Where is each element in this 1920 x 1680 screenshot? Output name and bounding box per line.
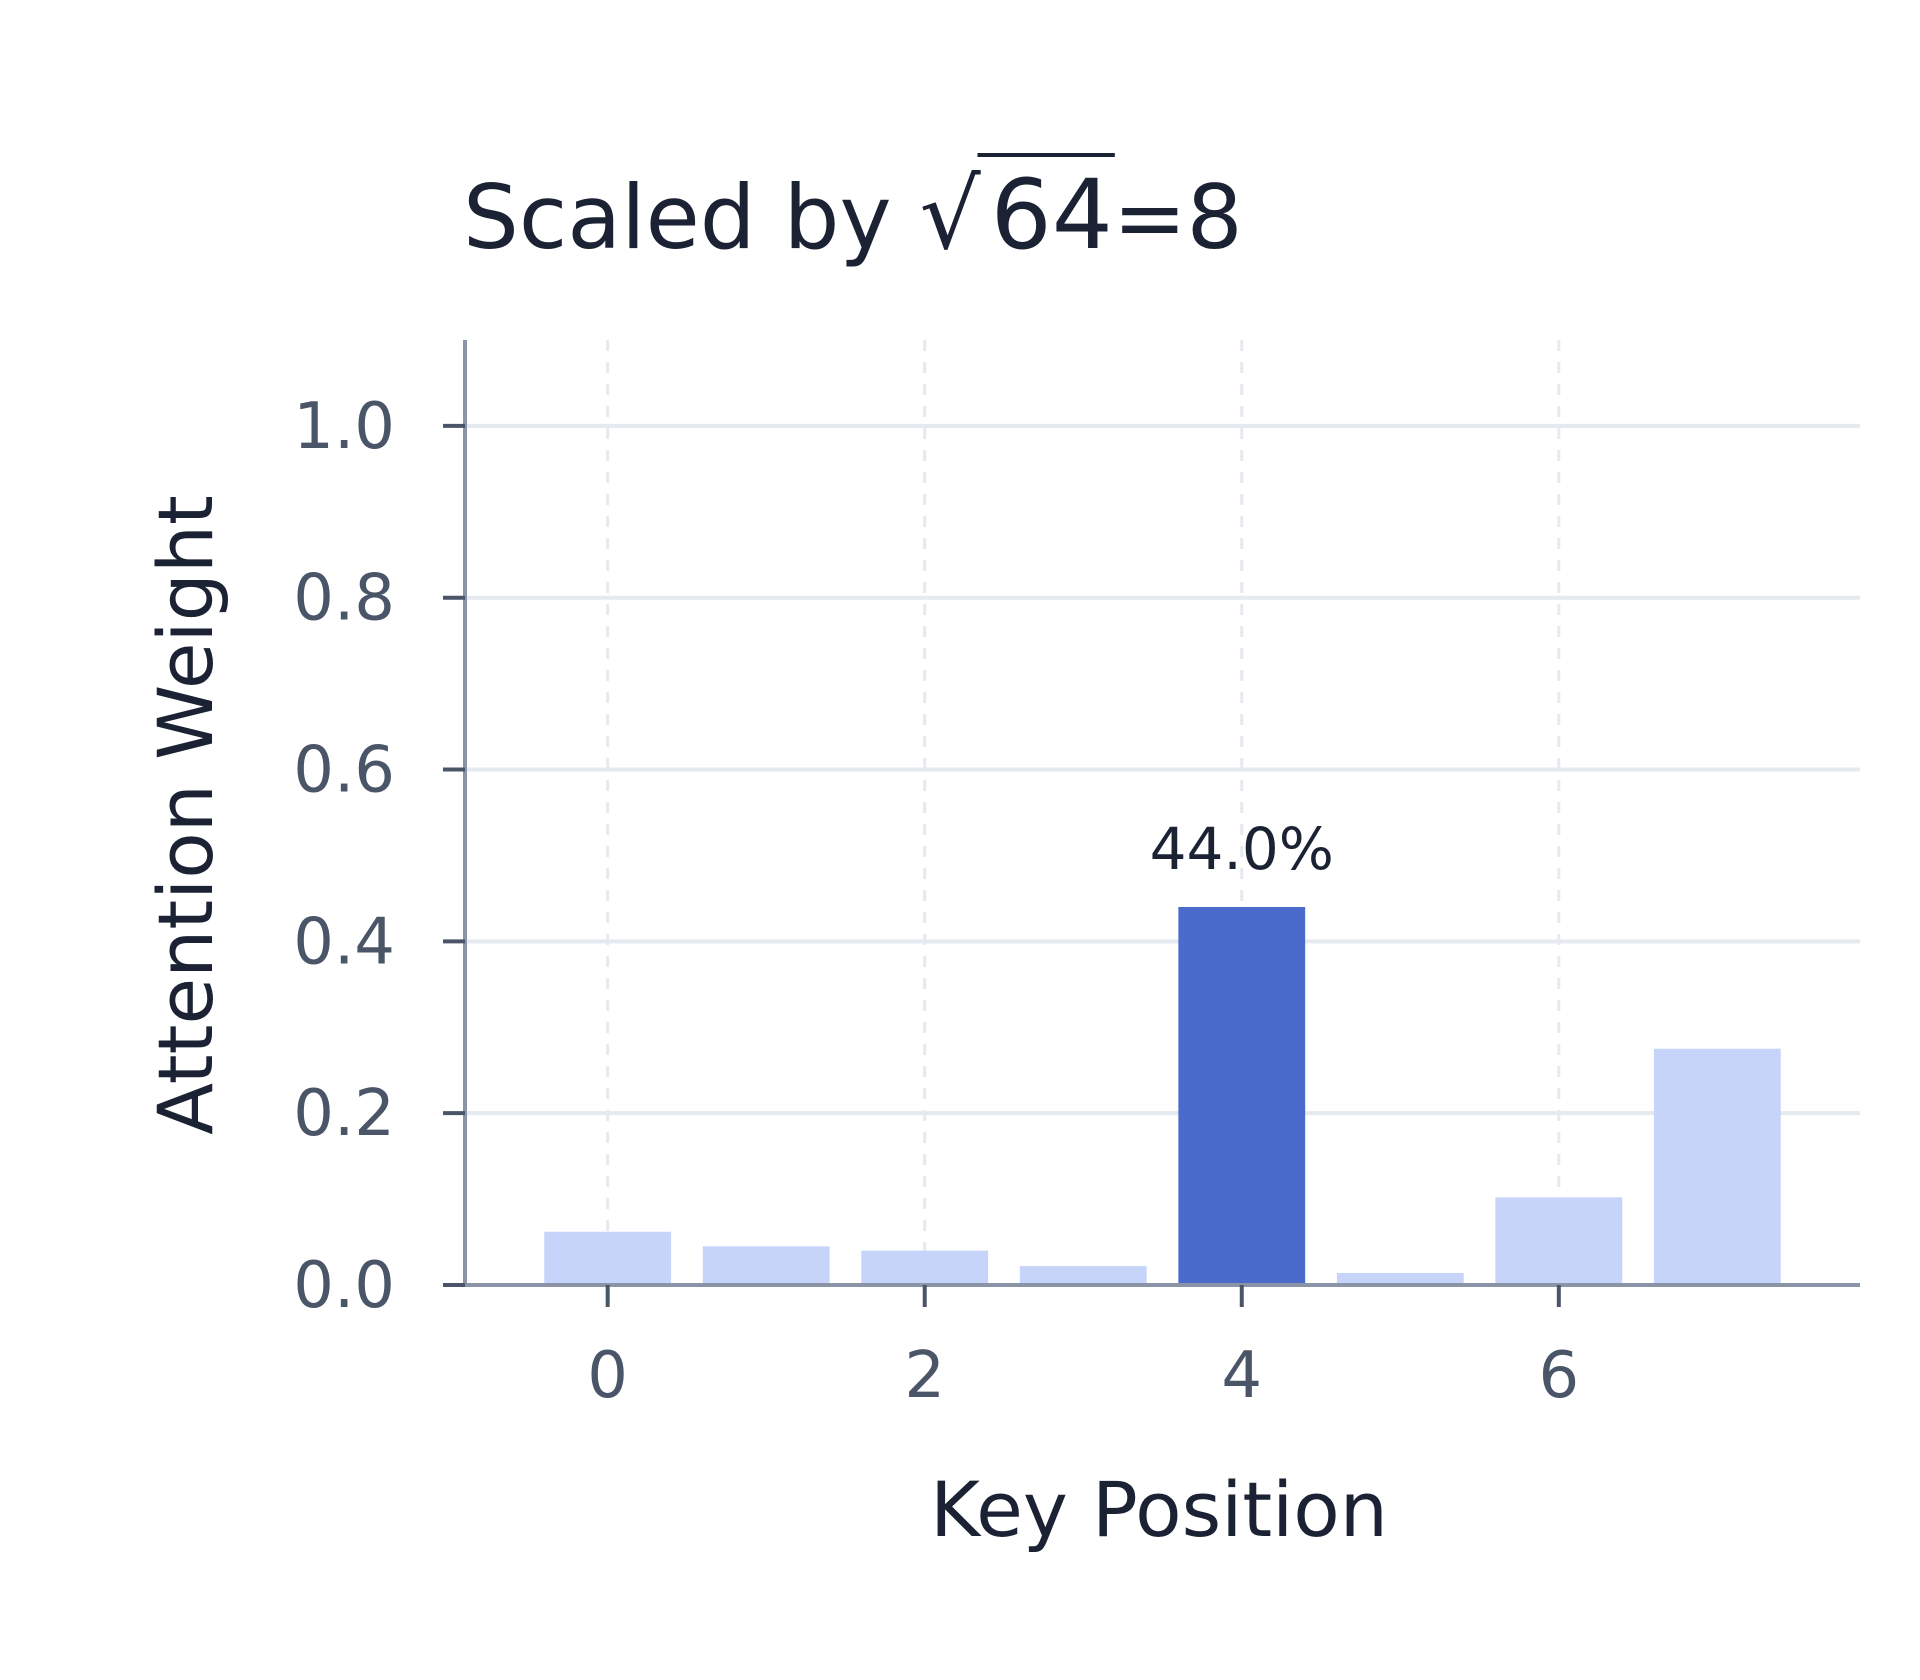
chart-title-radical: √ [920,159,982,271]
bars [544,907,1781,1285]
x-axis-label: Key Position [930,1465,1388,1554]
bar-key-4 [1178,907,1306,1285]
y-tick-label: 0.2 [293,1077,395,1151]
bar-key-2 [861,1250,989,1285]
x-tick-label: 2 [904,1339,945,1413]
bar-key-7 [1653,1048,1781,1285]
x-tick-label: 6 [1538,1339,1579,1413]
bar-key-3 [1019,1266,1147,1285]
labels: 0.0 0.2 0.4 0.6 0.8 1.0 0 2 4 6 44.0% [293,390,1579,1413]
y-tick-label: 0.8 [293,562,395,636]
chart-title-prefix: Scaled by [463,166,920,269]
grid [465,340,1860,1285]
chart-title: Scaled by √ 64=8 [463,159,1243,271]
bar-key-6 [1495,1197,1623,1285]
bar-key-0 [544,1231,672,1285]
bar-key-1 [702,1246,830,1285]
y-tick-label: 0.0 [293,1249,395,1323]
y-tick-label: 0.4 [293,905,395,979]
data-label: 44.0% [1150,815,1334,883]
bar-key-5 [1336,1272,1464,1285]
y-tick-label: 1.0 [293,390,395,464]
y-axis-label: Attention Weight [141,495,230,1135]
chart-title-radicand: 64 [991,159,1113,271]
x-tick-label: 4 [1221,1339,1262,1413]
x-tick-label: 0 [587,1339,628,1413]
chart-title-suffix: =8 [1113,166,1243,269]
y-tick-label: 0.6 [293,734,395,808]
axes [443,340,1860,1307]
